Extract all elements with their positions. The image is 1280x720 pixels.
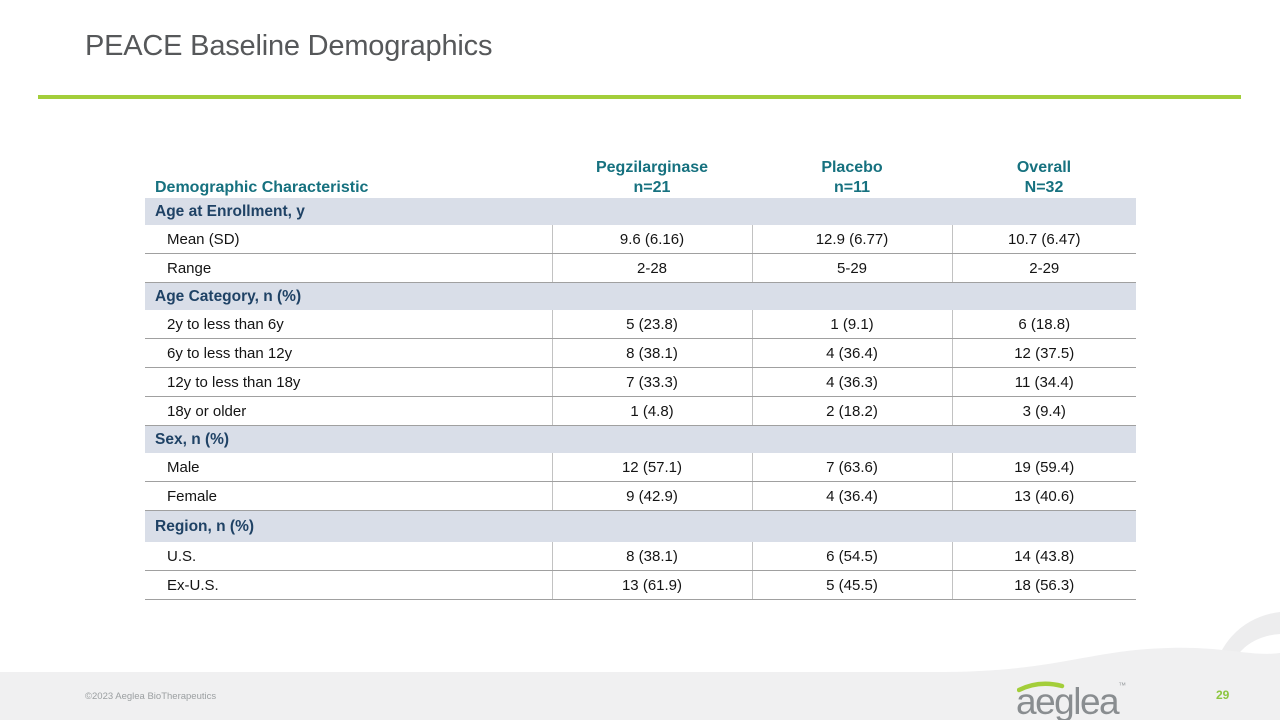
logo-green-swoosh-icon: [1017, 681, 1065, 693]
copyright-text: ©2023 Aeglea BioTherapeutics: [85, 691, 217, 702]
table-row: Range 2-28 5-29 2-29: [145, 253, 1136, 283]
page-title: PEACE Baseline Demographics: [85, 30, 493, 62]
column-header-pegzilarginase: Pegzilarginase n=21: [595, 159, 709, 196]
section-row-region: Region, n (%): [145, 510, 1136, 542]
demographics-table-container: Demographic Characteristic Pegzilarginas…: [145, 140, 1136, 600]
section-row-age-category: Age Category, n (%): [145, 282, 1136, 310]
table-row: 18y or older 1 (4.8) 2 (18.2) 3 (9.4): [145, 396, 1136, 426]
section-row-sex: Sex, n (%): [145, 425, 1136, 453]
demographics-table: Demographic Characteristic Pegzilarginas…: [145, 140, 1136, 600]
column-header-overall: Overall N=32: [1016, 159, 1072, 196]
table-row: 2y to less than 6y 5 (23.8) 1 (9.1) 6 (1…: [145, 310, 1136, 339]
column-header-placebo: Placebo n=11: [821, 159, 883, 196]
footer-band: [0, 647, 1280, 720]
title-divider-line: [38, 95, 1241, 99]
table-row: Mean (SD) 9.6 (6.16) 12.9 (6.77) 10.7 (6…: [145, 225, 1136, 254]
section-row-age-at-enrollment: Age at Enrollment, y: [145, 198, 1136, 225]
table-row: Female 9 (42.9) 4 (36.4) 13 (40.6): [145, 481, 1136, 511]
table-header-row: Demographic Characteristic Pegzilarginas…: [145, 140, 1136, 198]
page-number: 29: [1216, 688, 1230, 702]
wave-decoration: [0, 612, 1280, 720]
table-row: 6y to less than 12y 8 (38.1) 4 (36.4) 12…: [145, 338, 1136, 368]
table-row: Male 12 (57.1) 7 (63.6) 19 (59.4): [145, 453, 1136, 482]
table-row: 12y to less than 18y 7 (33.3) 4 (36.3) 1…: [145, 367, 1136, 397]
trademark-symbol: ™: [1118, 681, 1127, 690]
column-header-characteristic: Demographic Characteristic: [155, 179, 369, 196]
aeglea-logo: aeglea™: [1016, 662, 1146, 720]
table-row: U.S. 8 (38.1) 6 (54.5) 14 (43.8): [145, 542, 1136, 571]
table-row: Ex-U.S. 13 (61.9) 5 (45.5) 18 (56.3): [145, 570, 1136, 600]
logo-text: aeglea: [1016, 681, 1120, 720]
